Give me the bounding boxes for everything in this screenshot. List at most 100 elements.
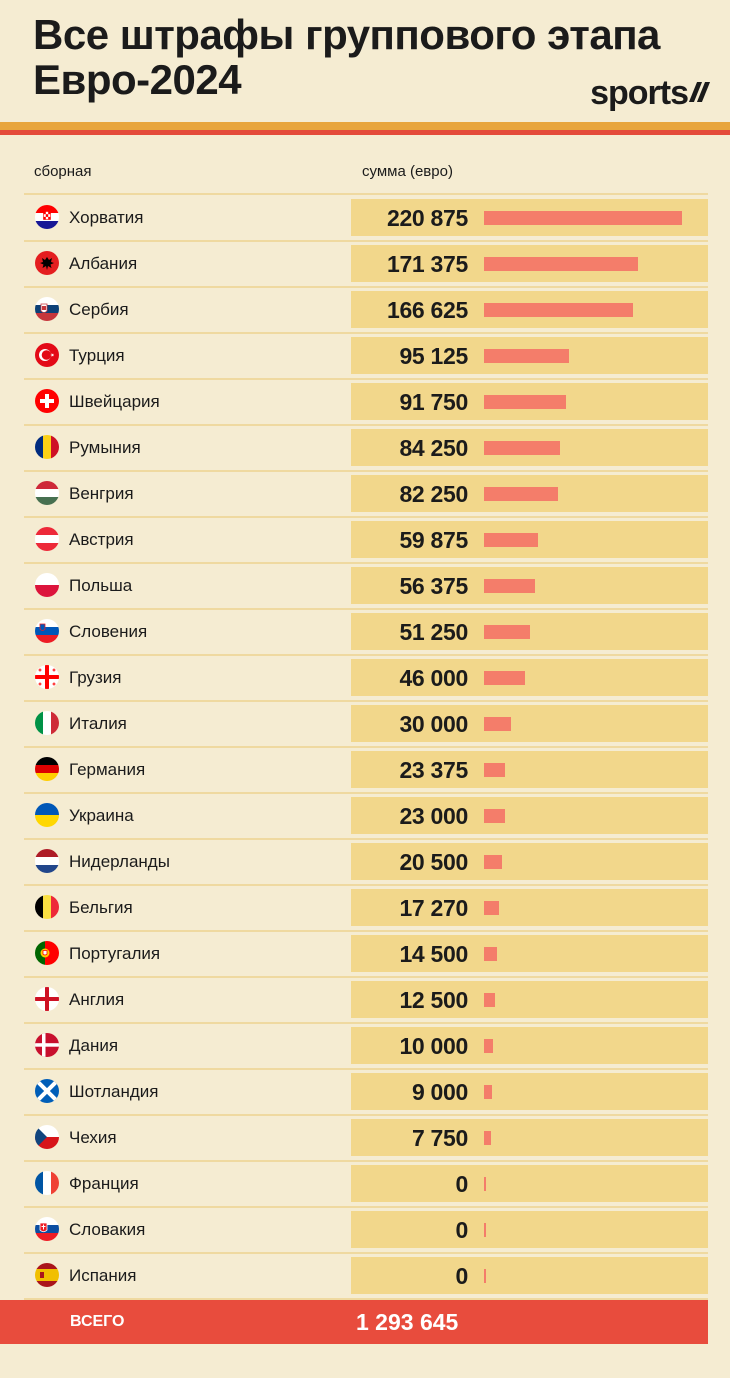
team-name: Албания bbox=[69, 254, 138, 273]
table-row: Турция 95 125 bbox=[0, 334, 730, 380]
amount-value: 84 250 bbox=[399, 435, 468, 461]
amount-bar bbox=[484, 671, 525, 685]
amount-bar bbox=[484, 1223, 486, 1237]
row-divider bbox=[24, 930, 708, 932]
amount-bar bbox=[484, 993, 495, 1007]
amount-value: 23 000 bbox=[399, 803, 468, 829]
amount-bar bbox=[484, 395, 566, 409]
team-name: Турция bbox=[69, 346, 125, 365]
spain-flag-icon bbox=[35, 1263, 59, 1287]
amount-value: 171 375 bbox=[386, 251, 468, 277]
row-divider bbox=[24, 838, 708, 840]
table-row: Словения 51 250 bbox=[0, 610, 730, 656]
amount-cell: 0 bbox=[351, 1211, 708, 1248]
row-divider bbox=[24, 1022, 708, 1024]
table-row: Польша 56 375 bbox=[0, 564, 730, 610]
team-name: Нидерланды bbox=[69, 852, 170, 871]
team-name: Шотландия bbox=[69, 1082, 159, 1101]
row-divider bbox=[24, 976, 708, 978]
team-name: Швейцария bbox=[69, 392, 160, 411]
row-divider bbox=[24, 700, 708, 702]
amount-bar bbox=[484, 1177, 486, 1191]
team-name: Украина bbox=[69, 806, 134, 825]
team-name: Франция bbox=[69, 1174, 139, 1193]
amount-cell: 166 625 bbox=[351, 291, 708, 328]
amount-value: 56 375 bbox=[399, 573, 468, 599]
header-stripe-orange bbox=[0, 122, 730, 130]
row-divider bbox=[24, 884, 708, 886]
amount-value: 95 125 bbox=[399, 343, 468, 369]
table-row: Нидерланды 20 500 bbox=[0, 840, 730, 886]
amount-bar bbox=[484, 947, 497, 961]
austria-flag-icon bbox=[35, 527, 59, 551]
amount-cell: 46 000 bbox=[351, 659, 708, 696]
amount-bar bbox=[484, 487, 558, 501]
portugal-flag-icon bbox=[35, 941, 59, 965]
table-row: Хорватия 220 875 bbox=[0, 196, 730, 242]
amount-cell: 14 500 bbox=[351, 935, 708, 972]
amount-bar bbox=[484, 441, 560, 455]
amount-bar bbox=[484, 349, 569, 363]
table-row: Румыния 84 250 bbox=[0, 426, 730, 472]
amount-value: 9 000 bbox=[411, 1079, 468, 1105]
table-row: Словакия 0 bbox=[0, 1208, 730, 1254]
fines-table: Хорватия 220 875 Албания 171 375 Сербия 166 6… bbox=[0, 196, 730, 1300]
row-divider bbox=[24, 1114, 708, 1116]
header-stripe-red bbox=[0, 130, 730, 135]
amount-bar bbox=[484, 303, 633, 317]
amount-cell: 56 375 bbox=[351, 567, 708, 604]
amount-value: 51 250 bbox=[399, 619, 468, 645]
row-divider bbox=[24, 608, 708, 610]
team-name: Словения bbox=[69, 622, 148, 641]
amount-cell: 0 bbox=[351, 1165, 708, 1202]
row-divider bbox=[24, 1206, 708, 1208]
amount-bar bbox=[484, 533, 538, 547]
amount-cell: 51 250 bbox=[351, 613, 708, 650]
slovakia-flag-icon bbox=[35, 1217, 59, 1241]
team-name: Чехия bbox=[69, 1128, 117, 1147]
belgium-flag-icon bbox=[35, 895, 59, 919]
amount-cell: 12 500 bbox=[351, 981, 708, 1018]
row-divider bbox=[24, 792, 708, 794]
table-row: Грузия 46 000 bbox=[0, 656, 730, 702]
team-name: Сербия bbox=[69, 300, 129, 319]
row-divider bbox=[24, 562, 708, 564]
amount-bar bbox=[484, 211, 682, 225]
amount-bar bbox=[484, 1131, 491, 1145]
amount-cell: 82 250 bbox=[351, 475, 708, 512]
amount-cell: 59 875 bbox=[351, 521, 708, 558]
table-row: Бельгия 17 270 bbox=[0, 886, 730, 932]
row-divider bbox=[24, 470, 708, 472]
row-divider bbox=[24, 654, 708, 656]
team-name: Польша bbox=[69, 576, 133, 595]
team-name: Хорватия bbox=[69, 208, 144, 227]
amount-value: 10 000 bbox=[399, 1033, 468, 1059]
team-name: Венгрия bbox=[69, 484, 134, 503]
amount-cell: 10 000 bbox=[351, 1027, 708, 1064]
page-title: Все штрафы группового этапа Евро-2024 bbox=[33, 12, 723, 102]
slovenia-flag-icon bbox=[35, 619, 59, 643]
table-row: Албания 171 375 bbox=[0, 242, 730, 288]
amount-value: 166 625 bbox=[386, 297, 468, 323]
amount-value: 12 500 bbox=[399, 987, 468, 1013]
amount-value: 91 750 bbox=[399, 389, 468, 415]
team-name: Дания bbox=[69, 1036, 119, 1055]
albania-flag-icon bbox=[35, 251, 59, 275]
italy-flag-icon bbox=[35, 711, 59, 735]
logo-text: sports bbox=[590, 74, 689, 112]
amount-value: 17 270 bbox=[399, 895, 468, 921]
column-header-team: сборная bbox=[34, 163, 92, 180]
team-name: Германия bbox=[69, 760, 146, 779]
row-divider bbox=[24, 746, 708, 748]
turkey-flag-icon bbox=[35, 343, 59, 367]
row-divider bbox=[24, 378, 708, 380]
amount-cell: 9 000 bbox=[351, 1073, 708, 1110]
amount-value: 59 875 bbox=[399, 527, 468, 553]
table-row: Шотландия 9 000 bbox=[0, 1070, 730, 1116]
total-row: ВСЕГО 1 293 645 bbox=[0, 1300, 708, 1344]
table-row: Сербия 166 625 bbox=[0, 288, 730, 334]
amount-value: 0 bbox=[455, 1171, 469, 1197]
row-divider bbox=[24, 516, 708, 518]
amount-bar bbox=[484, 763, 505, 777]
table-row: Германия 23 375 bbox=[0, 748, 730, 794]
